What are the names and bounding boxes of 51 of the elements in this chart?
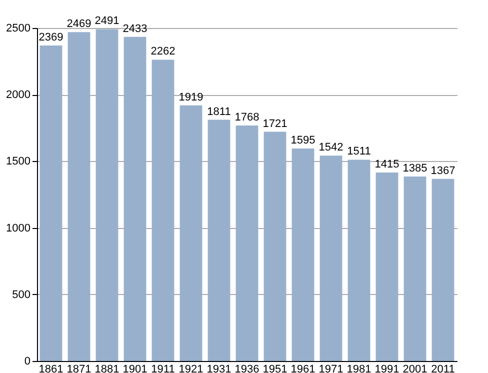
data-label: 1385 (402, 162, 428, 175)
data-label: 1542 (318, 142, 344, 154)
x-tick-label: 1881 (94, 364, 120, 373)
bar (96, 29, 118, 361)
x-tick-label: 1951 (262, 364, 288, 373)
bar (292, 148, 314, 361)
bar (180, 105, 202, 361)
y-tick-label: 500 (12, 288, 30, 301)
data-label: 2262 (150, 46, 176, 58)
bar (68, 32, 90, 361)
data-label: 2369 (38, 31, 64, 44)
bar (40, 45, 62, 361)
bar (404, 176, 426, 361)
data-label: 1595 (290, 134, 316, 147)
data-label: 1415 (374, 158, 400, 171)
bar (152, 60, 174, 361)
bar (348, 160, 370, 361)
y-tick-label: 1000 (6, 222, 30, 234)
data-label: 1511 (347, 146, 371, 158)
bar (236, 126, 258, 361)
bar (208, 120, 230, 361)
x-tick-label: 1961 (290, 364, 316, 373)
x-tick-label: 1921 (178, 364, 204, 373)
x-tick-label: 1981 (346, 364, 372, 373)
x-tick-label: 1861 (38, 364, 64, 373)
x-tick-label: 1871 (66, 364, 92, 373)
x-tick-label: 2011 (431, 364, 455, 373)
x-tick-label: 1991 (374, 364, 400, 373)
data-label: 1721 (262, 118, 288, 130)
data-label: 1768 (234, 112, 260, 124)
data-label: 1811 (207, 106, 231, 118)
bar (432, 178, 454, 361)
data-label: 2469 (66, 18, 92, 30)
x-tick-label: 1911 (151, 364, 175, 373)
data-label: 1367 (430, 164, 456, 177)
x-tick-label: 2001 (402, 364, 428, 373)
x-tick-label: 1931 (206, 364, 232, 373)
y-tick-label: 2000 (6, 89, 30, 102)
y-tick-label: 1500 (6, 156, 30, 168)
data-label: 2491 (94, 15, 120, 28)
bar (124, 36, 146, 361)
data-label: 2433 (122, 22, 148, 35)
y-tick-label: 2500 (6, 22, 30, 34)
bar (264, 132, 286, 361)
data-label: 1919 (178, 91, 204, 104)
bar (376, 172, 398, 361)
x-tick-label: 1971 (318, 364, 344, 373)
bar (320, 156, 342, 361)
x-tick-label: 1901 (122, 364, 148, 373)
x-tick-label: 1936 (234, 364, 260, 373)
y-tick-label: 0 (24, 356, 30, 368)
